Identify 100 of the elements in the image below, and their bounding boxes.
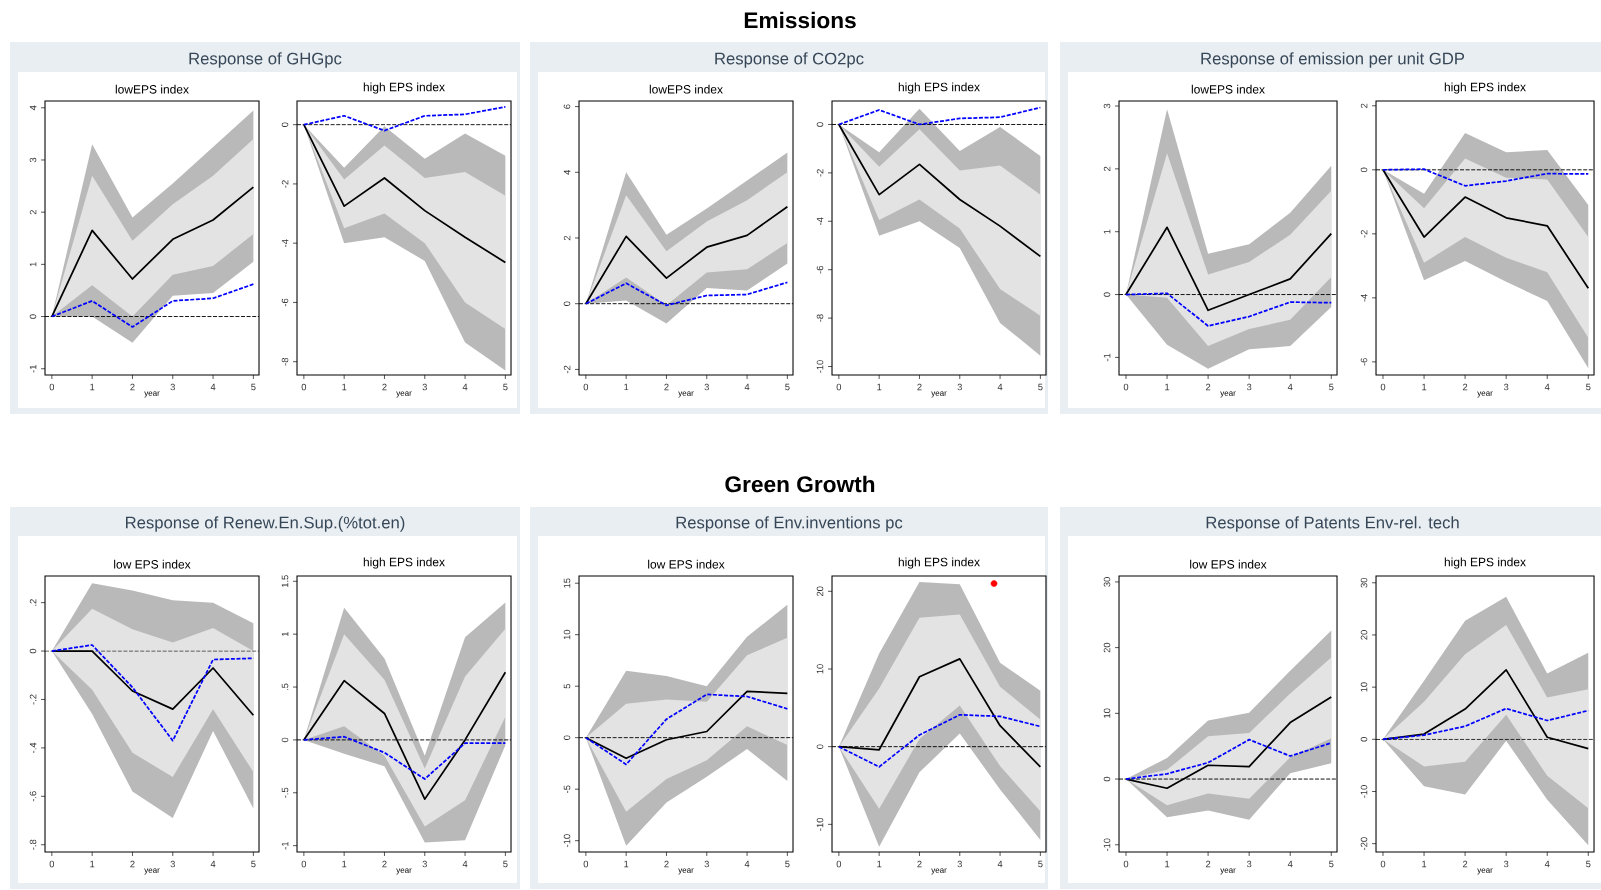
x-tick-label: 3 <box>170 383 175 391</box>
y-tick-label: -.2 <box>29 694 37 705</box>
y-tick-label: 15 <box>563 578 571 588</box>
x-tick-label: 3 <box>1503 383 1509 391</box>
y-tick-label: -10 <box>816 817 824 831</box>
x-tick-label: 3 <box>1246 860 1252 868</box>
y-tick-label: 10 <box>1360 682 1368 692</box>
x-tick-label: 4 <box>210 860 216 868</box>
x-tick-label: 4 <box>210 383 216 391</box>
y-tick-label: -5 <box>563 785 571 793</box>
chart-title: low EPS index <box>114 559 191 569</box>
y-tick-label: -2 <box>281 180 289 188</box>
line-series <box>1125 738 1333 780</box>
x-axis-title: year <box>1220 391 1236 398</box>
x-tick-label: 3 <box>422 383 427 391</box>
y-tick-label: 0 <box>281 122 289 127</box>
x-tick-label: 4 <box>1544 860 1550 868</box>
y-tick-label: -6 <box>816 265 824 274</box>
x-tick-label: 1 <box>624 383 629 391</box>
x-tick-label: 0 <box>836 383 842 391</box>
x-axis-title: year <box>144 391 160 398</box>
y-tick-label: -10 <box>563 834 571 847</box>
chart-title: high EPS index <box>363 82 445 94</box>
line-series <box>1382 707 1590 741</box>
x-tick-label: 4 <box>744 383 750 391</box>
chart-title: high EPS index <box>1444 557 1526 569</box>
line-series <box>302 123 507 264</box>
x-axis-title: year <box>678 868 694 875</box>
chart-title: high EPS index <box>898 557 980 569</box>
y-tick-label: -2 <box>563 365 571 374</box>
y-tick-label: 20 <box>1360 630 1368 640</box>
x-tick-label: 2 <box>1462 860 1468 868</box>
x-tick-label: 0 <box>49 860 55 868</box>
x-tick-label: 0 <box>836 860 842 868</box>
x-tick-label: 1 <box>90 383 95 391</box>
y-tick-label: 30 <box>1103 577 1111 587</box>
x-axis-title: year <box>396 868 412 875</box>
x-tick-label: 2 <box>1462 383 1468 391</box>
x-tick-label: 4 <box>1544 383 1550 391</box>
y-tick-label: .2 <box>29 599 37 606</box>
x-tick-label: 0 <box>301 383 307 391</box>
y-tick-label: 10 <box>1103 708 1111 718</box>
x-tick-label: 1 <box>1422 383 1427 391</box>
y-tick-label: 0 <box>563 735 571 740</box>
x-axis-title: year <box>1477 868 1493 875</box>
x-tick-label: 5 <box>1329 383 1334 391</box>
y-tick-label: 20 <box>1103 642 1111 653</box>
y-tick-label: 0 <box>1360 167 1368 173</box>
y-tick-label: 2 <box>1360 103 1368 108</box>
x-tick-label: 4 <box>997 383 1003 391</box>
line-series <box>50 186 255 318</box>
y-tick-label: 0 <box>1360 737 1368 742</box>
y-tick-label: 2 <box>29 210 37 215</box>
x-tick-label: 0 <box>49 383 55 391</box>
y-tick-label: 0 <box>563 301 571 306</box>
x-tick-label: 1 <box>877 860 882 868</box>
y-tick-label: 2 <box>1103 166 1111 171</box>
x-tick-label: 5 <box>1586 383 1591 391</box>
y-tick-label: -4 <box>1360 293 1368 302</box>
y-tick-label: 3 <box>29 157 37 163</box>
x-tick-label: 0 <box>301 860 307 868</box>
y-tick-label: 20 <box>816 586 824 597</box>
x-tick-label: 2 <box>1205 860 1211 868</box>
y-tick-label: 10 <box>563 629 571 640</box>
line-series <box>838 106 1042 126</box>
chart-title: lowEPS index <box>649 84 723 94</box>
y-tick-label: -.8 <box>29 839 37 850</box>
line-series <box>302 671 507 800</box>
line-series <box>1382 168 1590 187</box>
x-tick-label: 2 <box>664 383 669 391</box>
x-tick-label: 0 <box>583 860 589 868</box>
x-tick-label: 3 <box>422 860 427 868</box>
x-tick-label: 5 <box>1329 860 1334 868</box>
x-tick-label: 5 <box>251 860 256 868</box>
line-series <box>584 281 789 307</box>
x-tick-label: 1 <box>1165 860 1170 868</box>
line-series <box>50 283 255 328</box>
x-tick-label: 0 <box>1380 383 1386 391</box>
y-tick-label: -1 <box>281 841 289 850</box>
line-series <box>1125 292 1333 327</box>
y-tick-label: 0 <box>816 122 824 127</box>
x-tick-label: 2 <box>1205 383 1211 391</box>
chart-title: high EPS index <box>898 82 980 94</box>
x-tick-label: 1 <box>877 383 882 391</box>
x-tick-label: 3 <box>170 860 175 868</box>
text: Response of Renew.En.Sup.(%tot.en) <box>126 516 405 532</box>
y-tick-label: 2 <box>563 235 571 241</box>
x-tick-label: 2 <box>917 860 922 868</box>
chart-title: low EPS index <box>1190 559 1267 569</box>
y-tick-label: 0 <box>29 648 37 654</box>
x-tick-label: 4 <box>1287 860 1293 868</box>
text: Green Growth <box>725 475 875 493</box>
y-tick-label: .5 <box>281 683 289 691</box>
text: Response of GHGpc <box>189 52 342 68</box>
x-tick-label: 5 <box>251 383 256 391</box>
text: Response of emission per unit GDP <box>1201 52 1465 68</box>
y-tick-label: -10 <box>1103 838 1111 852</box>
y-tick-label: 0 <box>1103 292 1111 297</box>
x-tick-label: 0 <box>1123 860 1129 868</box>
y-tick-label: 10 <box>816 664 824 674</box>
